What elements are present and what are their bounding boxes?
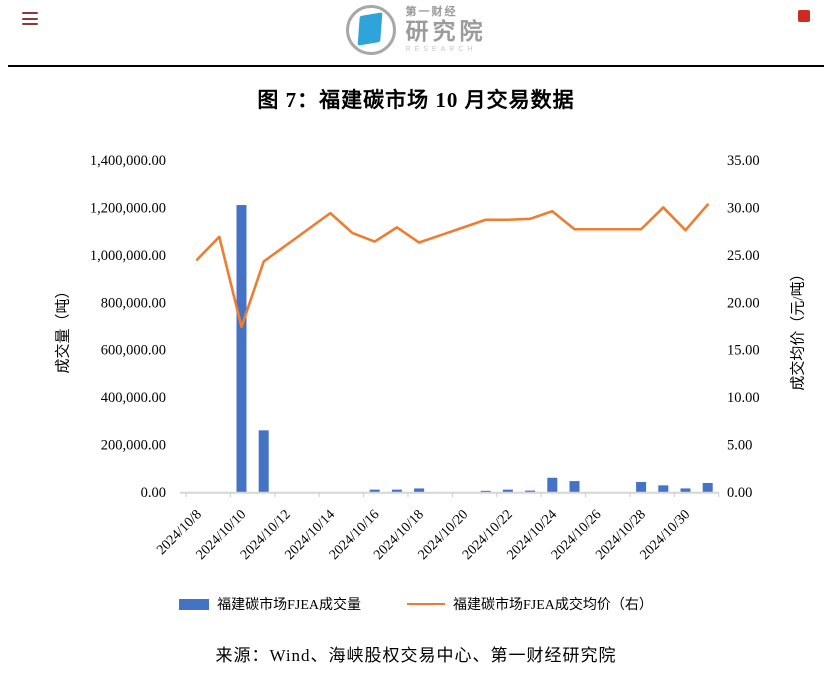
volume-bar xyxy=(658,485,669,492)
right-axis-tick-label: 30.00 xyxy=(727,200,760,216)
legend-volume-label: 福建碳市场FJEA成交量 xyxy=(217,598,361,613)
volume-bar xyxy=(525,490,536,492)
source-text: 来源：Wind、海峡股权交易中心、第一财经研究院 xyxy=(215,646,617,665)
volume-bar xyxy=(502,489,513,492)
left-axis-tick-label: 1,000,000.00 xyxy=(90,248,166,264)
left-axis-tick-label: 0.00 xyxy=(141,485,166,501)
left-axis-tick-label: 600,000.00 xyxy=(101,343,166,359)
right-axis-tick-label: 10.00 xyxy=(727,390,760,406)
right-axis-tick-label: 20.00 xyxy=(727,295,760,311)
right-axis-tick-label: 5.00 xyxy=(727,438,752,454)
legend-item-volume: 福建碳市场FJEA成交量 xyxy=(179,594,361,614)
volume-bar xyxy=(258,430,269,492)
right-axis-tick-label: 15.00 xyxy=(727,343,760,359)
menu-lines-icon xyxy=(22,12,38,25)
left-axis-tick-label: 1,400,000.00 xyxy=(90,153,166,169)
volume-bar xyxy=(702,482,713,492)
right-axis-tick-label: 25.00 xyxy=(727,248,760,264)
right-axis-title: 成交均价（元/吨） xyxy=(790,266,807,391)
left-axis-tick-label: 800,000.00 xyxy=(101,295,166,311)
left-axis-tick-label: 1,200,000.00 xyxy=(90,200,166,216)
volume-bar xyxy=(480,490,491,492)
chart-legend: 福建碳市场FJEA成交量 福建碳市场FJEA成交均价（右） xyxy=(0,594,832,614)
left-axis-tick-label: 200,000.00 xyxy=(101,438,166,454)
volume-bar-swatch-icon xyxy=(179,598,210,610)
yicai-research-logo: 第一财经 研究院 RESEARCH xyxy=(0,5,832,55)
volume-bar xyxy=(636,482,647,492)
left-axis-tick-label: 400,000.00 xyxy=(101,390,166,406)
right-axis-tick-label: 0.00 xyxy=(727,485,752,501)
logo-line3: RESEARCH xyxy=(405,46,477,53)
price-line xyxy=(195,203,710,329)
volume-bar xyxy=(236,205,247,493)
chart-title: 图 7：福建碳市场 10 月交易数据 xyxy=(257,88,575,112)
volume-bar xyxy=(369,489,380,492)
header-divider xyxy=(8,65,824,67)
price-line-swatch-icon xyxy=(407,603,445,605)
volume-bar xyxy=(569,481,580,492)
volume-bar xyxy=(680,488,691,492)
volume-bar xyxy=(547,477,558,492)
volume-bar xyxy=(391,489,402,492)
volume-bar xyxy=(414,488,425,492)
red-seal-icon xyxy=(798,10,810,22)
right-axis-tick-label: 35.00 xyxy=(727,153,760,169)
legend-price-label: 福建碳市场FJEA成交均价（右） xyxy=(453,598,653,613)
left-axis-title: 成交量（吨） xyxy=(55,283,72,374)
logo-flag-icon xyxy=(345,5,396,55)
legend-item-price: 福建碳市场FJEA成交均价（右） xyxy=(407,594,653,614)
logo-line1: 第一财经 xyxy=(405,6,458,18)
logo-line2: 研究院 xyxy=(405,19,487,44)
